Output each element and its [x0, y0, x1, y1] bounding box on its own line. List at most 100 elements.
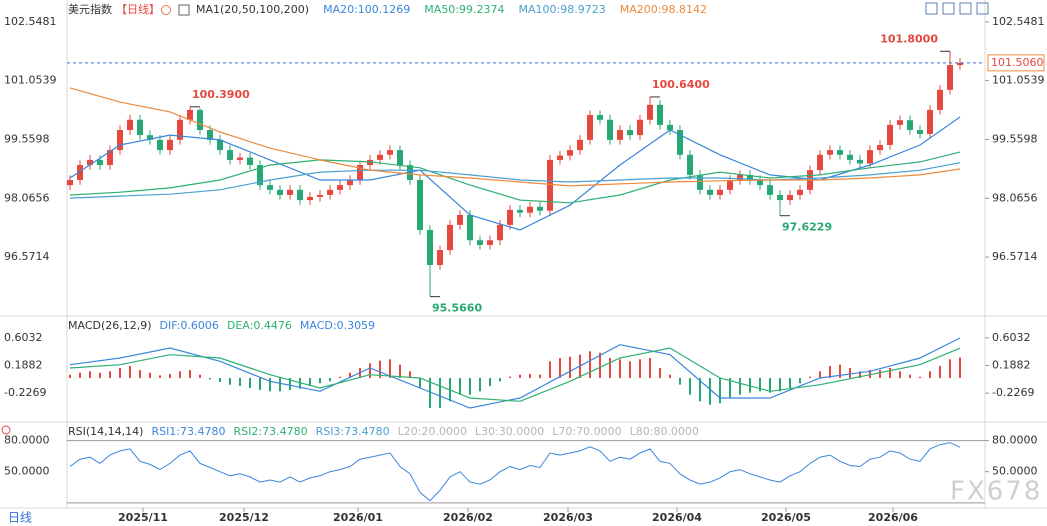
chart-title: RSI(14,14,14): [68, 425, 143, 438]
candle-body: [727, 179, 733, 190]
x-tick-label: 2026/03: [543, 511, 593, 524]
macd-bar: [539, 374, 541, 378]
macd-bar: [299, 378, 301, 389]
macd-bar: [639, 359, 641, 378]
candle-body: [957, 62, 963, 66]
macd-bar: [519, 374, 521, 378]
annotation-label: 100.6400: [652, 78, 710, 91]
y-tick-label-right: 98.0656: [992, 191, 1038, 204]
legend-item: MA100:98.9723: [519, 3, 606, 16]
candle-body: [237, 157, 243, 160]
macd-bar: [869, 370, 871, 378]
y-tick-label: 0.6032: [4, 331, 43, 344]
candle-body: [147, 135, 153, 140]
level-legend: L20:20.0000: [398, 425, 467, 438]
ma-line: [69, 87, 961, 187]
macd-bar: [209, 378, 211, 380]
macd-bar: [689, 378, 691, 395]
candle-body: [827, 150, 833, 155]
candle-body: [377, 154, 383, 160]
macd-bar: [669, 374, 671, 378]
macd-bar: [339, 376, 341, 378]
candle-body: [867, 150, 873, 164]
y-tick-label: 0.1882: [4, 358, 43, 371]
macd-bar: [199, 374, 201, 378]
period-tab[interactable]: 日线: [8, 511, 32, 525]
tool-icon[interactable]: [976, 2, 989, 15]
tool-icon[interactable]: [942, 2, 955, 15]
macd-bar: [959, 357, 961, 378]
watermark: FX678: [950, 477, 1042, 507]
macd-bar: [429, 378, 431, 408]
macd-bar: [509, 376, 511, 378]
y-tick-label-right: 99.5598: [992, 132, 1038, 145]
candle-body: [157, 139, 163, 151]
candle-body: [267, 185, 273, 190]
macd-bar: [619, 359, 621, 378]
y-tick-label: 50.0000: [4, 465, 50, 478]
candle-body: [657, 104, 663, 125]
macd-bar: [479, 378, 481, 392]
tool-icon[interactable]: [959, 2, 972, 15]
candle-body: [627, 130, 633, 136]
macd-bar: [439, 378, 441, 408]
candle-body: [477, 240, 483, 245]
macd-bar: [79, 372, 81, 378]
macd-bar: [349, 372, 351, 378]
macd-bar: [739, 378, 741, 395]
macd-bar: [719, 378, 721, 404]
macd-bar: [799, 378, 801, 384]
candle-body: [317, 194, 323, 197]
macd-bar: [919, 376, 921, 378]
candle-body: [797, 189, 803, 195]
legend-item: RSI1:73.4780: [151, 425, 225, 438]
indicator-icon[interactable]: [178, 4, 190, 16]
y-tick-label: 101.0539: [4, 74, 57, 87]
candle-body: [467, 215, 473, 241]
macd-bar: [699, 378, 701, 402]
y-tick-label: 98.0656: [4, 191, 50, 204]
candle-body: [167, 139, 173, 151]
y-tick-label: -0.2269: [4, 386, 46, 399]
candle-body: [687, 154, 693, 175]
macd-line: [69, 347, 961, 402]
macd-bar: [389, 359, 391, 378]
candle-body: [817, 154, 823, 171]
candle-body: [517, 209, 523, 213]
macd-bar: [249, 378, 251, 388]
candle-body: [897, 120, 903, 125]
macd-bar: [679, 378, 681, 385]
collapse-icon[interactable]: [161, 5, 171, 15]
candle-body: [587, 115, 593, 140]
candle-body: [877, 144, 883, 151]
indicator-settings-icon[interactable]: [1, 425, 11, 435]
chart-title: 美元指数: [68, 2, 112, 16]
x-tick-label: 2026/05: [761, 511, 811, 524]
y-tick-label: 102.5481: [4, 15, 57, 28]
macd-bar: [949, 359, 951, 378]
tool-icon[interactable]: [925, 2, 938, 15]
macd-bar: [89, 371, 91, 378]
macd-bar: [879, 370, 881, 378]
candle-body: [287, 189, 293, 195]
macd-bar: [839, 364, 841, 378]
toolbar[interactable]: [925, 2, 989, 15]
candle-body: [427, 229, 433, 266]
macd-bar: [329, 378, 331, 382]
macd-bar: [899, 371, 901, 378]
macd-bar: [269, 378, 271, 392]
indicator-label: MA1(20,50,100,200): [196, 3, 309, 16]
legend-item: DEA:0.4476: [227, 319, 292, 332]
macd-bar: [939, 366, 941, 378]
candle-body: [197, 109, 203, 131]
candle-body: [327, 189, 333, 195]
macd-bar: [159, 375, 161, 378]
last-price-box: [987, 54, 1045, 72]
candle-body: [127, 119, 133, 131]
macd-bar: [99, 372, 101, 378]
macd-bar: [609, 358, 611, 378]
candle-body: [77, 165, 83, 180]
candle-body: [847, 154, 853, 160]
legend-item: RSI3:73.4780: [316, 425, 390, 438]
